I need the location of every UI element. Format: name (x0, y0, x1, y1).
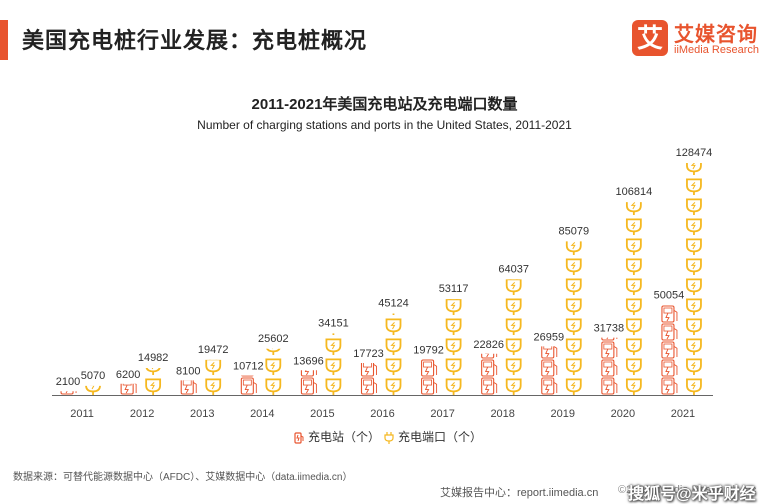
logo-badge: 艾 (632, 20, 668, 56)
legend-label-ports: 充电端口（个） (398, 430, 483, 444)
footer-copyright: ©2022 iiMedia Research Inc (618, 484, 757, 496)
bar-ports (505, 279, 522, 395)
iimedia-logo: 艾 艾媒咨询 iiMedia Research (632, 18, 762, 62)
header: 美国充电桩行业发展：充电桩概况 艾 艾媒咨询 iiMedia Research (0, 0, 769, 78)
bar-ports (145, 367, 162, 395)
legend-item-ports: 充电端口（个） (384, 428, 482, 445)
x-tick-label: 2014 (250, 408, 274, 420)
data-label-stations: 2100 (56, 376, 80, 388)
bar-stations (541, 346, 558, 395)
data-label-stations: 6200 (116, 369, 140, 381)
bar-ports (205, 359, 222, 395)
x-tick-label: 2019 (551, 408, 575, 420)
x-tick-label: 2018 (490, 408, 514, 420)
title-accent-bar (0, 20, 8, 60)
bar-stations (421, 359, 438, 395)
bar-ports (686, 163, 702, 395)
x-tick-label: 2017 (430, 408, 454, 420)
charging-plug-icon (384, 432, 394, 444)
data-source: 数据来源：可替代能源数据中心（AFDC）、艾媒数据中心（data.iimedia… (13, 472, 353, 483)
bar-ports (565, 241, 582, 395)
data-label-stations: 26959 (533, 331, 564, 343)
data-label-ports: 5070 (81, 370, 105, 382)
bar-stations (180, 380, 197, 395)
data-label-stations: 8100 (176, 365, 200, 377)
bar-stations (360, 362, 377, 395)
x-tick-label: 2013 (190, 408, 214, 420)
data-label-ports: 25602 (258, 333, 289, 345)
bar-stations (601, 337, 618, 395)
data-label-stations: 19792 (413, 344, 444, 356)
data-label-stations: 13696 (293, 355, 324, 367)
data-label-ports: 14982 (138, 352, 169, 364)
bar-ports (265, 348, 282, 395)
bar-stations (481, 353, 498, 395)
data-label-ports: 45124 (378, 298, 409, 310)
data-label-stations: 17723 (353, 348, 384, 360)
page-title: 美国充电桩行业发展：充电桩概况 (22, 28, 368, 53)
data-label-ports: 106814 (616, 186, 653, 198)
data-label-ports: 34151 (318, 317, 349, 329)
footer-report-link[interactable]: 艾媒报告中心：report.iimedia.cn (440, 487, 599, 499)
bar-ports (85, 385, 101, 395)
bar-ports (325, 333, 342, 395)
bar-stations (60, 391, 77, 395)
bar-stations (120, 383, 137, 395)
x-tick-label: 2021 (671, 408, 695, 420)
x-tick-label: 2012 (130, 408, 154, 420)
chart-title: 2011-2021年美国充电站及充电端口数量 (251, 96, 518, 113)
x-tick-label: 2020 (611, 408, 635, 420)
x-tick-label: 2011 (70, 408, 94, 420)
data-label-ports: 19472 (198, 344, 229, 356)
x-tick-label: 2016 (370, 408, 394, 420)
legend-item-stations: 充电站（个） (294, 428, 380, 445)
logo-text-en: iiMedia Research (674, 44, 759, 56)
logo-text-cn: 艾媒咨询 (674, 24, 758, 46)
bar-stations (240, 375, 257, 395)
data-label-ports: 64037 (498, 263, 529, 275)
charging-station-icon (294, 432, 304, 444)
bar-stations (661, 305, 678, 395)
bar-ports (445, 299, 462, 395)
data-label-stations: 10712 (233, 361, 264, 373)
chart-subtitle: Number of charging stations and ports in… (197, 118, 572, 132)
bar-ports (625, 202, 642, 395)
watermark: 搜狐号@米乎财经 (628, 486, 756, 503)
bar-stations (300, 370, 317, 395)
data-label-ports: 53117 (439, 283, 469, 295)
x-tick-label: 2015 (310, 408, 334, 420)
legend-label-stations: 充电站（个） (308, 430, 381, 444)
data-label-stations: 22826 (473, 339, 504, 351)
data-label-stations: 31738 (594, 323, 625, 335)
footer: 艾媒报告中心：report.iimedia.cn ©2022 iiMedia R… (0, 478, 769, 503)
bar-ports (385, 313, 402, 395)
data-label-ports: 128474 (676, 147, 713, 159)
data-label-stations: 50054 (654, 290, 685, 302)
data-label-ports: 85079 (558, 225, 589, 237)
